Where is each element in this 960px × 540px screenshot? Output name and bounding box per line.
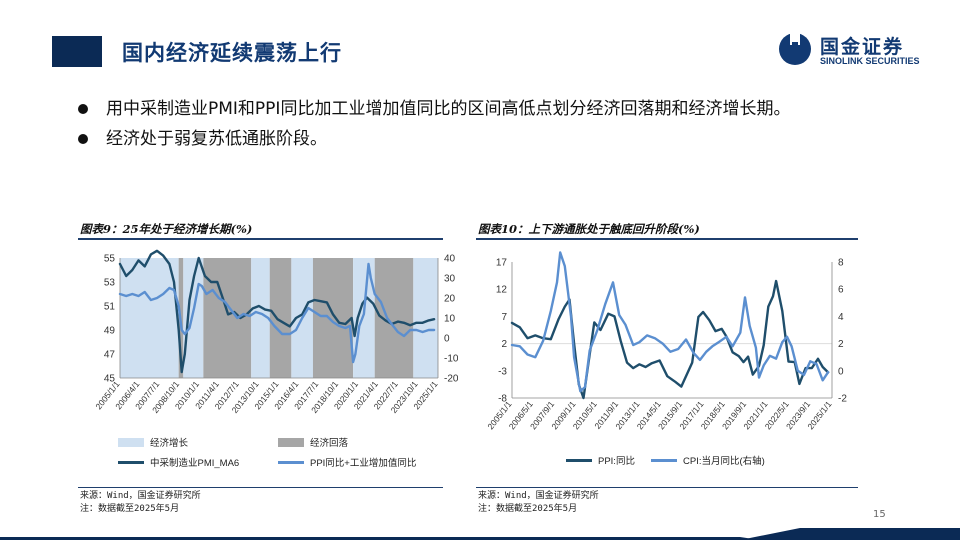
y-right-tick-label: 30	[444, 274, 456, 285]
bullet-list: 用中采制造业PMI和PPI同比加工业增加值同比的区间高低点划分经济回落期和经济增…	[78, 94, 938, 154]
legend-label: CPI:当月同比(右轴)	[683, 455, 765, 467]
page-title: 国内经济延续震荡上行	[122, 41, 342, 65]
bullet-dot-icon	[78, 134, 88, 144]
figure-10-source-rule	[476, 487, 858, 488]
figure-9-source-text: 来源：Wind，国金证券研究所	[80, 491, 201, 501]
y-right-tick-label: -20	[444, 374, 458, 385]
y-right-tick-label: -10	[444, 354, 458, 365]
bullet-item: 经济处于弱复苏低通胀阶段。	[78, 124, 938, 154]
decline-band	[203, 258, 252, 378]
y-right-tick-label: -2	[838, 394, 847, 405]
logo-chinese-name: 国金证券	[820, 36, 905, 58]
decline-band	[269, 258, 292, 378]
company-logo: 国金证券 SINOLINK SECURITIES	[778, 30, 948, 70]
bullet-item: 用中采制造业PMI和PPI同比加工业增加值同比的区间高低点划分经济回落期和经济增…	[78, 94, 938, 124]
y-right-tick-label: 2	[838, 339, 844, 350]
figure-10-source: 来源：Wind，国金证券研究所 注：数据截至2025年5月	[478, 490, 599, 516]
y-left-tick-label: -3	[498, 366, 507, 377]
y-right-tick-label: 6	[838, 285, 844, 296]
y-left-tick-label: 45	[104, 374, 116, 385]
growth-band	[120, 258, 156, 378]
legend-label: 中采制造业PMI_MA6	[150, 457, 239, 469]
figure-9-title-rule	[78, 238, 443, 240]
logo-english-name: SINOLINK SECURITIES	[820, 56, 920, 66]
title-accent-bar	[52, 36, 102, 67]
figure-10-source-text: 来源：Wind，国金证券研究所	[478, 491, 599, 501]
legend-label: 经济增长	[150, 437, 189, 449]
legend-swatch	[118, 438, 144, 447]
growth-band	[251, 258, 270, 378]
figure-9-source-rule	[78, 487, 443, 488]
figure-9-note-text: 注：数据截至2025年5月	[80, 504, 180, 514]
chart-ppi-cpi: -8-3271217-2024682005/1/12006/5/12007/9/…	[485, 251, 847, 467]
figure-10-title-rule	[476, 238, 858, 240]
bullet-text: 用中采制造业PMI和PPI同比加工业增加值同比的区间高低点划分经济回落期和经济增…	[106, 99, 791, 119]
series-line	[510, 251, 830, 393]
chart-pmi-growth: 454749515355-20-100102030402005/1/12006/…	[93, 249, 458, 469]
y-left-tick-label: 49	[104, 326, 116, 337]
bullet-dot-icon	[78, 104, 88, 114]
bottom-decor-strip	[0, 526, 960, 540]
figure-9-source: 来源：Wind，国金证券研究所 注：数据截至2025年5月	[80, 490, 201, 516]
y-left-tick-label: 17	[496, 258, 508, 269]
figure-10-title: 图表10：上下游通胀处于触底回升阶段(%)	[478, 222, 700, 236]
y-left-tick-label: 51	[104, 302, 116, 313]
y-right-tick-label: 20	[444, 294, 456, 305]
y-left-tick-label: 53	[104, 278, 116, 289]
legend-swatch	[278, 438, 304, 447]
growth-band	[155, 258, 179, 378]
legend-label: PPI:同比	[598, 455, 635, 467]
bullet-text: 经济处于弱复苏低通胀阶段。	[106, 129, 327, 149]
y-left-tick-label: 2	[501, 339, 507, 350]
page-number: 15	[873, 509, 886, 520]
y-right-tick-label: 40	[444, 254, 456, 265]
logo-mark-icon	[779, 32, 811, 65]
growth-band	[413, 258, 438, 378]
series-line	[510, 279, 830, 400]
y-left-tick-label: 47	[104, 350, 116, 361]
y-left-tick-label: 7	[501, 312, 507, 323]
y-right-tick-label: 0	[444, 334, 450, 345]
decline-band	[312, 258, 354, 378]
legend-label: PPI同比+工业增加值同比	[310, 457, 416, 469]
y-left-tick-label: 55	[104, 254, 116, 265]
y-right-tick-label: 8	[838, 258, 844, 269]
y-right-tick-label: 0	[838, 366, 844, 377]
series-line	[118, 262, 436, 364]
y-left-tick-label: -8	[498, 394, 507, 405]
y-right-tick-label: 4	[838, 312, 844, 323]
legend-label: 经济回落	[310, 437, 349, 449]
figure-9-title: 图表9：25年处于经济增长期(%)	[80, 222, 253, 236]
y-left-tick-label: 12	[496, 285, 508, 296]
y-right-tick-label: 10	[444, 314, 456, 325]
figure-10-note-text: 注：数据截至2025年5月	[478, 504, 578, 514]
growth-band	[353, 258, 375, 378]
